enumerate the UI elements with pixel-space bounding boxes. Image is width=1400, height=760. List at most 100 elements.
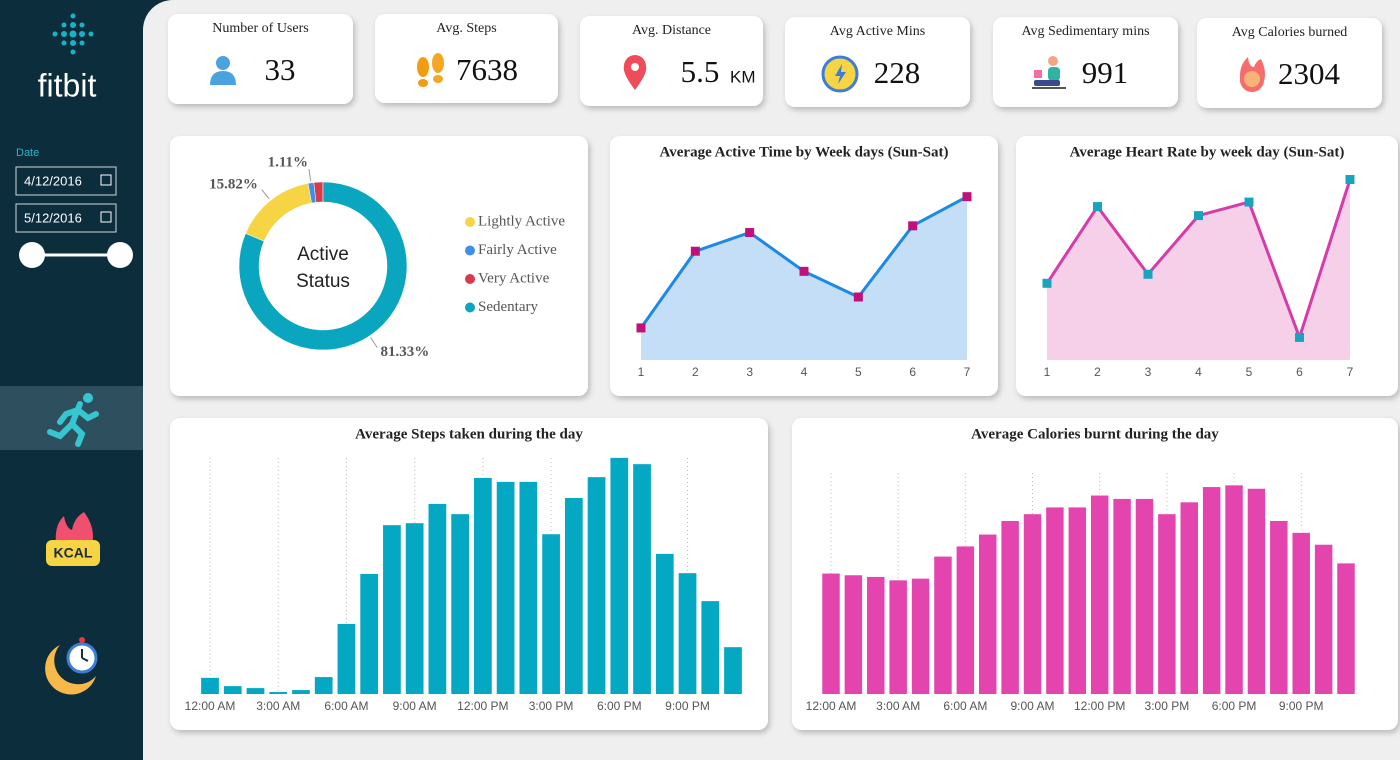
bar [405, 523, 424, 694]
nav-sleep[interactable] [45, 637, 98, 695]
kpi-icon [623, 55, 647, 90]
kpi-value: 991 [1082, 55, 1129, 90]
data-label: 1.11% [268, 155, 308, 171]
start-date: 4/12/2016 [24, 173, 82, 188]
x-tick-label: 6:00 PM [1212, 699, 1257, 713]
legend-marker [465, 245, 475, 256]
area-fill [1047, 179, 1350, 360]
legend-marker [465, 302, 475, 313]
icon-part [433, 75, 443, 83]
kpi-card: Avg Active Mins 228 [785, 17, 970, 107]
x-tick-label: 1 [638, 365, 645, 379]
kpi-value: 2304 [1278, 56, 1341, 91]
nav-activity[interactable] [0, 386, 143, 450]
end-date-input[interactable]: 5/12/2016 [15, 203, 117, 233]
point-marker [690, 246, 700, 256]
chart-card: Average Steps taken during the day 12:00 … [170, 418, 768, 730]
icon-part [1048, 56, 1058, 66]
bar [822, 573, 840, 694]
bar [201, 677, 219, 694]
bar [956, 546, 975, 694]
chart-card: 15.82% 1.11% 81.33% Active Status Lightly Act… [170, 136, 588, 396]
bar [428, 503, 447, 694]
card-background [170, 418, 768, 730]
bar [360, 573, 379, 694]
bar [678, 573, 697, 694]
bar [1314, 544, 1333, 694]
bar [1090, 495, 1109, 694]
point-marker [1345, 175, 1355, 185]
x-tick-label: 3:00 AM [876, 699, 920, 713]
bar [1046, 507, 1064, 694]
kpi-card: Avg. Distance 5.5 KM [580, 16, 763, 106]
icon-part [210, 71, 236, 85]
slider-handle[interactable] [19, 242, 45, 268]
x-tick-label: 3 [1145, 365, 1152, 379]
x-tick-label: 6:00 AM [943, 699, 987, 713]
icon-part [432, 53, 444, 73]
bar [223, 686, 242, 694]
kpi-label: Avg Active Mins [830, 24, 925, 39]
chart-title: Average Calories burnt during the day [971, 426, 1219, 442]
point-marker [1042, 278, 1052, 288]
card-background [170, 136, 588, 396]
legend-label: Fairly Active [478, 242, 557, 258]
kpi-card: Avg Sedimentary mins 991 [993, 17, 1178, 107]
end-date: 5/12/2016 [24, 210, 82, 225]
x-tick-label: 6:00 AM [324, 699, 368, 713]
slider-handle[interactable] [107, 242, 133, 268]
leader-line [308, 168, 312, 181]
x-tick-label: 1 [1044, 365, 1051, 379]
chart-card: Average Heart Rate by week day (Sun-Sat)… [1016, 136, 1398, 396]
bar [844, 575, 863, 694]
legend-label: Very Active [478, 270, 550, 286]
bar [451, 514, 469, 694]
bar [979, 534, 997, 694]
point-marker [853, 292, 863, 302]
x-tick-label: 12:00 PM [457, 699, 508, 713]
date-label: Date [16, 147, 39, 159]
bar [655, 553, 674, 694]
x-tick-label: 5 [855, 365, 862, 379]
kcal-badge: KCAL [54, 545, 93, 561]
bar [246, 688, 265, 694]
data-label: 15.82% [209, 176, 258, 192]
kpi-card: Avg. Steps 7638 [375, 14, 558, 103]
icon-part [835, 64, 846, 84]
point-marker [799, 266, 809, 276]
x-tick-label: 3:00 PM [529, 699, 574, 713]
icon-part [418, 79, 428, 87]
legend-label: Lightly Active [478, 213, 565, 229]
x-tick-label: 12:00 AM [185, 699, 236, 713]
chart-title: Average Heart Rate by week day (Sun-Sat) [1070, 144, 1345, 160]
start-date-input[interactable]: 4/12/2016 [15, 166, 117, 196]
kpi-card: Number of Users 33 [168, 14, 353, 104]
x-tick-label: 2 [1094, 365, 1101, 379]
bar [1135, 498, 1154, 694]
point-marker [745, 228, 755, 238]
x-tick-label: 5 [1246, 365, 1253, 379]
bar [474, 477, 492, 694]
legend-marker [465, 274, 475, 284]
kpi-label: Avg Sedimentary mins [1021, 24, 1149, 39]
kpi-icon [210, 56, 236, 85]
point-marker [1143, 269, 1153, 279]
nav-calories[interactable]: KCAL [46, 512, 100, 566]
bar [1001, 520, 1019, 694]
bar [1023, 514, 1042, 694]
sidebar [0, 0, 160, 760]
kpi-value: 5.5 [681, 54, 720, 89]
bar [1225, 485, 1243, 694]
x-tick-label: 4 [801, 365, 808, 379]
kpi-label: Avg. Steps [436, 21, 496, 36]
x-tick-label: 9:00 PM [665, 699, 710, 713]
point-marker [908, 221, 918, 231]
bar [724, 647, 742, 694]
logo-text: fitbit [38, 67, 97, 103]
bar [1158, 514, 1176, 694]
bar [314, 677, 333, 694]
bar [701, 601, 720, 694]
icon-part [1048, 67, 1060, 81]
kpi-label: Avg Calories burned [1232, 25, 1348, 40]
